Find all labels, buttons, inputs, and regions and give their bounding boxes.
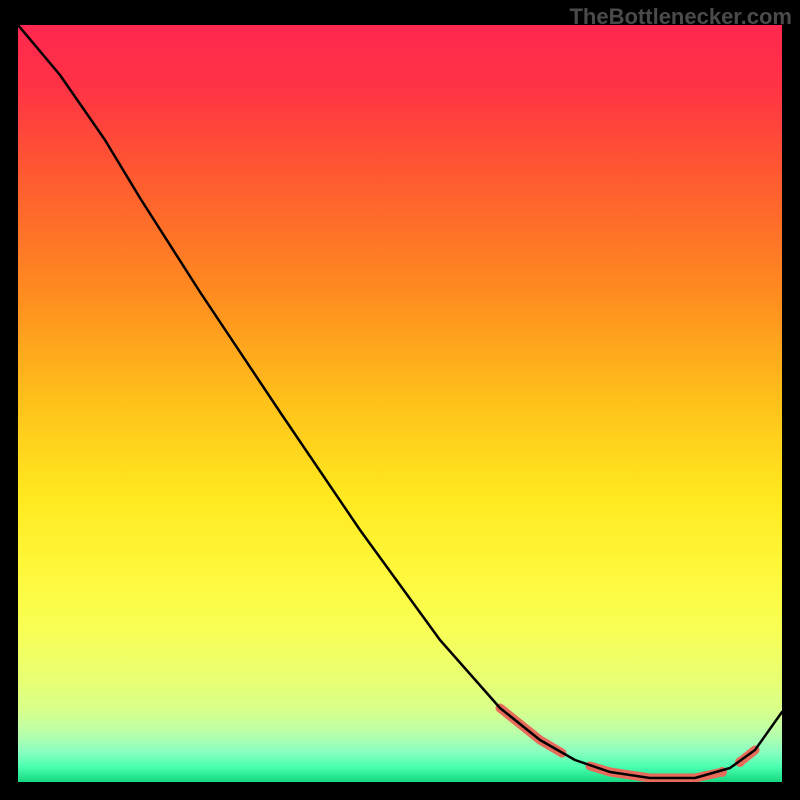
gradient-background bbox=[18, 25, 782, 782]
bottleneck-chart bbox=[0, 0, 800, 800]
attribution-label: TheBottlenecker.com bbox=[569, 4, 792, 30]
